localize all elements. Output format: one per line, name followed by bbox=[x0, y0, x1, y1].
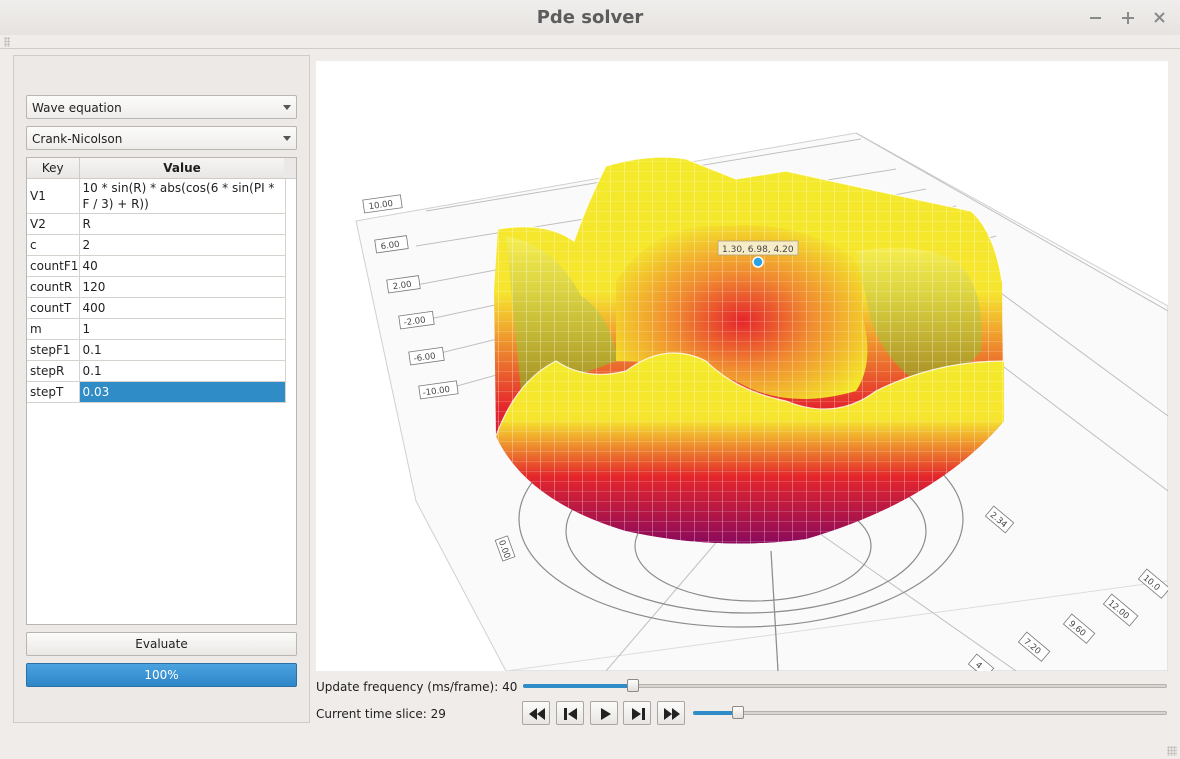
maximize-icon bbox=[1122, 12, 1134, 24]
close-button[interactable] bbox=[1150, 6, 1170, 28]
svg-text:-10.00: -10.00 bbox=[422, 385, 451, 399]
play-icon bbox=[601, 708, 611, 720]
param-key[interactable]: c bbox=[27, 234, 80, 256]
table-row[interactable]: stepR 0.1 bbox=[27, 360, 286, 382]
z-tick-label: 6.00 bbox=[374, 235, 409, 254]
column-header-value[interactable]: Value bbox=[79, 158, 286, 179]
method-select[interactable]: Crank-Nicolson bbox=[26, 126, 297, 150]
update-frequency-label: Update frequency (ms/frame): 40 bbox=[316, 680, 518, 694]
param-value[interactable]: 120 bbox=[79, 276, 286, 298]
z-tick-label: -2.00 bbox=[398, 310, 435, 330]
param-value[interactable]: 0.1 bbox=[79, 339, 286, 361]
play-button[interactable] bbox=[590, 701, 618, 725]
svg-text:10.00: 10.00 bbox=[368, 199, 393, 212]
close-icon bbox=[1154, 12, 1165, 23]
param-key[interactable]: countR bbox=[27, 276, 80, 298]
method-select-value: Crank-Nicolson bbox=[32, 132, 123, 146]
minimize-button[interactable] bbox=[1086, 6, 1106, 28]
surface-mesh[interactable] bbox=[494, 156, 1005, 544]
param-key[interactable]: stepR bbox=[27, 360, 80, 382]
update-frequency-slider[interactable] bbox=[523, 678, 1167, 694]
param-key[interactable]: countT bbox=[27, 297, 80, 319]
param-key[interactable]: stepF1 bbox=[27, 339, 80, 361]
param-value[interactable]: 0.03 bbox=[79, 381, 286, 403]
param-value[interactable]: 400 bbox=[79, 297, 286, 319]
svg-text:-6.00: -6.00 bbox=[413, 351, 436, 364]
param-value[interactable]: 2 bbox=[79, 234, 286, 256]
time-slice-slider[interactable] bbox=[693, 705, 1167, 721]
param-key[interactable]: V2 bbox=[27, 213, 80, 235]
param-key[interactable]: stepT bbox=[27, 381, 80, 403]
fast-forward-icon bbox=[664, 708, 680, 720]
evaluate-button[interactable]: Evaluate bbox=[26, 632, 297, 656]
table-row[interactable]: V2 R bbox=[27, 213, 286, 235]
rewind-icon bbox=[529, 708, 545, 720]
progress-bar: 100% bbox=[26, 663, 297, 687]
table-row[interactable]: c 2 bbox=[27, 234, 286, 256]
equation-select-value: Wave equation bbox=[32, 101, 122, 115]
slider-handle[interactable] bbox=[627, 679, 639, 692]
z-tick-label: -10.00 bbox=[418, 380, 459, 400]
progress-label: 100% bbox=[144, 668, 179, 682]
time-slice-label: Current time slice: 29 bbox=[316, 707, 446, 721]
maximize-button[interactable] bbox=[1118, 6, 1138, 28]
table-row[interactable]: countT 400 bbox=[27, 297, 286, 319]
param-key[interactable]: m bbox=[27, 318, 80, 340]
slider-handle[interactable] bbox=[732, 706, 744, 719]
svg-text:6.00: 6.00 bbox=[380, 240, 400, 253]
header-corner bbox=[284, 158, 296, 179]
z-tick-label: 2.00 bbox=[386, 275, 421, 294]
table-row[interactable]: V1 10 * sin(R) * abs(cos(6 * sin(PI * F … bbox=[27, 178, 286, 214]
svg-text:4: 4 bbox=[973, 660, 984, 671]
point-tooltip: 1.30, 6.98, 4.20 bbox=[717, 240, 799, 256]
slider-groove bbox=[693, 711, 1167, 715]
toolbar-area bbox=[0, 35, 1180, 49]
rewind-button[interactable] bbox=[522, 701, 550, 725]
table-row[interactable]: countF1 40 bbox=[27, 255, 286, 277]
minimize-icon bbox=[1090, 17, 1101, 19]
svg-text:-2.00: -2.00 bbox=[403, 315, 426, 328]
param-key[interactable]: countF1 bbox=[27, 255, 80, 277]
param-value[interactable]: 0.1 bbox=[79, 360, 286, 382]
column-header-key[interactable]: Key bbox=[27, 158, 80, 179]
skip-forward-button[interactable] bbox=[623, 701, 651, 725]
param-key[interactable]: V1 bbox=[27, 178, 80, 214]
param-value[interactable]: 10 * sin(R) * abs(cos(6 * sin(PI * F / 3… bbox=[79, 178, 286, 214]
title-bar: Pde solver bbox=[0, 0, 1180, 36]
svg-text:1.30, 6.98, 4.20: 1.30, 6.98, 4.20 bbox=[722, 245, 794, 255]
param-value[interactable]: R bbox=[79, 213, 286, 235]
data-point-marker[interactable] bbox=[752, 256, 764, 268]
skip-back-icon bbox=[564, 708, 577, 720]
param-value[interactable]: 40 bbox=[79, 255, 286, 277]
table-row[interactable]: stepF1 0.1 bbox=[27, 339, 286, 361]
equation-select[interactable]: Wave equation bbox=[26, 95, 297, 119]
table-row[interactable]: countR 120 bbox=[27, 276, 286, 298]
toolbar-grip[interactable] bbox=[4, 37, 10, 47]
svg-text:2.00: 2.00 bbox=[392, 280, 412, 293]
chevron-down-icon bbox=[283, 105, 291, 110]
parameters-table[interactable]: Key Value V1 10 * sin(R) * abs(cos(6 * s… bbox=[26, 157, 297, 625]
skip-back-button[interactable] bbox=[556, 701, 584, 725]
window-title: Pde solver bbox=[536, 7, 644, 28]
surface-plot-canvas[interactable]: 10.00 6.00 2.00 -2.00 -6.00 -10.00 bbox=[316, 61, 1168, 671]
slider-fill bbox=[693, 711, 738, 715]
table-row-selected[interactable]: stepT 0.03 bbox=[27, 381, 286, 403]
param-value[interactable]: 1 bbox=[79, 318, 286, 340]
z-tick-label: -6.00 bbox=[408, 346, 445, 366]
table-row[interactable]: m 1 bbox=[27, 318, 286, 340]
resize-grip[interactable] bbox=[1167, 746, 1177, 756]
progress-fill bbox=[27, 664, 296, 686]
slider-fill bbox=[523, 684, 633, 688]
fast-forward-button[interactable] bbox=[657, 701, 685, 725]
skip-forward-icon bbox=[632, 708, 645, 720]
radial-tick-label: 4 bbox=[967, 653, 995, 671]
z-tick-label: 10.00 bbox=[362, 194, 403, 214]
chevron-down-icon bbox=[283, 136, 291, 141]
surface-plot[interactable]: 10.00 6.00 2.00 -2.00 -6.00 -10.00 bbox=[316, 61, 1168, 671]
